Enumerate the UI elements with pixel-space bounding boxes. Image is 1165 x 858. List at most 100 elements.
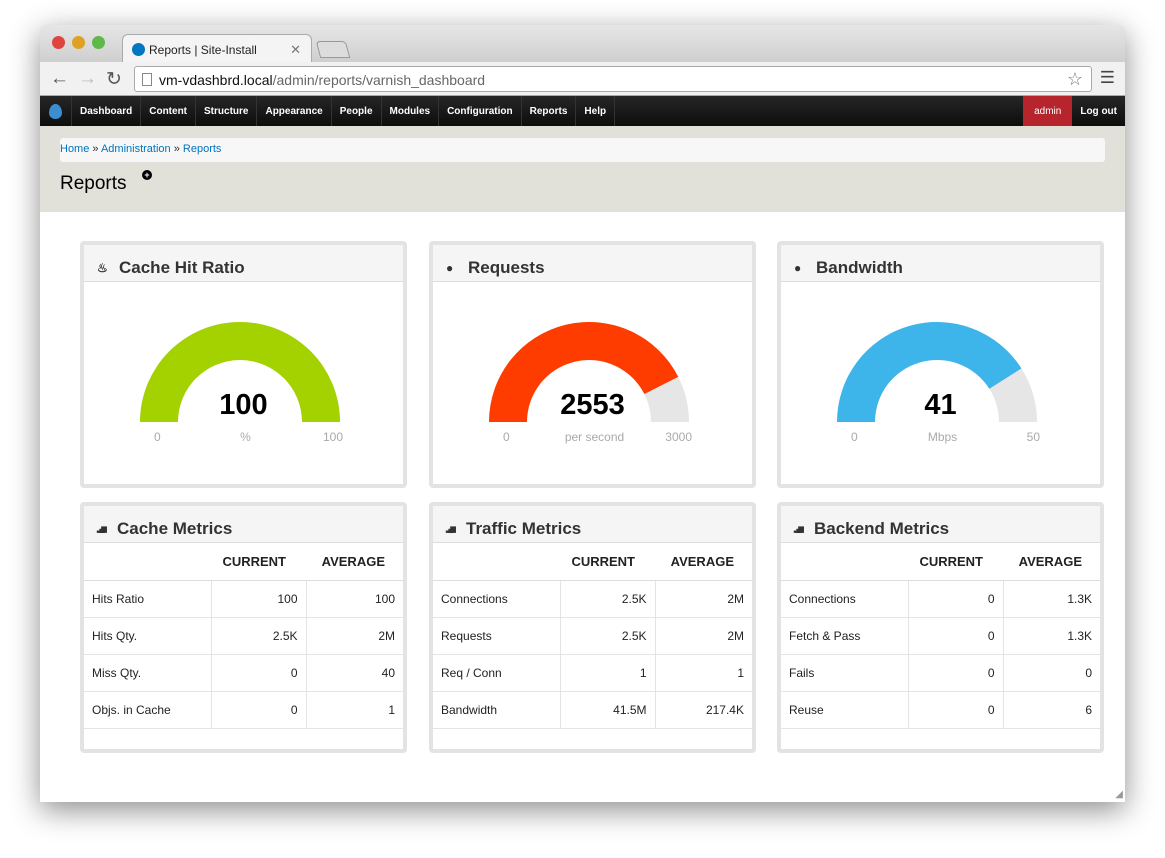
page-header: Home » Administration » Reports Reports … [40,126,1125,212]
metric-average: 217.4K [655,691,752,729]
admin-menu-appearance[interactable]: Appearance [257,96,332,126]
admin-menu-reports[interactable]: Reports [522,96,577,126]
breadcrumb-home[interactable]: Home [60,143,90,155]
metric-label: Hits Ratio [84,580,212,618]
admin-menu-content[interactable]: Content [141,96,197,126]
metric-label: Req / Conn [433,654,561,692]
table-row: Fails 0 0 [781,654,1100,692]
browser-tab[interactable]: Reports | Site-Install ✕ [122,34,312,62]
drupal-logo-icon[interactable] [40,96,72,126]
gauge-min: 0 [154,430,161,444]
column-header-current: CURRENT [908,543,1003,581]
minimize-window-button[interactable] [72,36,85,49]
metric-current: 0 [211,691,307,729]
table-row: Hits Ratio 100 100 [84,580,403,618]
panel-header: ● Requests [433,245,752,282]
column-header-current: CURRENT [560,543,655,581]
new-tab-button[interactable] [315,41,351,58]
admin-menu-modules[interactable]: Modules [382,96,440,126]
menu-icon[interactable]: ☰ [1099,68,1115,87]
gauge-min: 0 [503,430,510,444]
column-header-current: CURRENT [211,543,306,581]
gauge-max: 50 [1026,430,1040,444]
metrics-panel-2: ▂▄▆ Backend Metrics CURRENT AVERAGE Connect… [777,502,1104,753]
metrics-panel-0: ▂▄▆ Cache Metrics CURRENT AVERAGE Hits Rati… [80,502,407,753]
gauge-panel-1: ● Requests 2553 0 per second 3000 [429,241,756,488]
metrics-table: CURRENT AVERAGE Connections 2.5K 2M Requests 2… [433,543,752,729]
forward-icon[interactable]: → [78,68,97,89]
breadcrumb-administration[interactable]: Administration [100,143,171,155]
browser-window: Reports | Site-Install ✕ ← → ↻ vm-vdashb… [40,25,1125,802]
panel-header: ● Bandwidth [781,245,1100,282]
address-bar[interactable]: vm-vdashbrd.local/admin/reports/varnish_… [134,66,1092,92]
metric-label: Objs. in Cache [84,691,212,729]
table-row: Reuse 0 6 [781,691,1100,729]
add-shortcut-icon[interactable]: + [142,170,152,180]
metric-average: 100 [306,580,403,618]
page-icon [142,73,152,86]
metric-current: 41.5M [560,691,656,729]
gauge-fill [489,322,679,422]
metric-current: 0 [908,654,1004,692]
admin-menu-help[interactable]: Help [576,96,616,126]
metrics-table: CURRENT AVERAGE Hits Ratio 100 100 Hits Qty. 2… [84,543,403,729]
bookmark-star-icon[interactable]: ☆ [1066,69,1083,89]
admin-menu-people[interactable]: People [332,96,382,126]
breadcrumb-reports[interactable]: Reports [182,143,222,155]
signal-bars-icon: ▂▄▆ [446,525,456,533]
admin-menu-configuration[interactable]: Configuration [439,96,522,126]
table-row: Objs. in Cache 0 1 [84,691,403,729]
resize-grip-icon[interactable]: ◢ [1115,789,1123,800]
metric-current: 1 [560,654,656,692]
table-row: Bandwidth 41.5M 217.4K [433,691,752,729]
maximize-window-button[interactable] [92,36,105,49]
table-row: Req / Conn 1 1 [433,654,752,692]
gauge-value: 2553 [560,389,625,421]
panel-title: Backend Metrics [814,518,950,538]
table-row: Hits Qty. 2.5K 2M [84,617,403,655]
gauge-max: 100 [322,430,343,444]
gauge-panel-2: ● Bandwidth 41 0 Mbps 50 [777,241,1104,488]
gauge-fill [140,322,340,422]
metric-label: Fails [781,654,909,692]
metrics-table: CURRENT AVERAGE Connections 0 1.3K Fetch & Pa… [781,543,1100,729]
close-tab-icon[interactable]: ✕ [290,42,301,57]
gauge-value: 41 [924,389,957,421]
drupal-favicon-icon [132,43,145,56]
back-icon[interactable]: ← [50,68,69,89]
table-row: Miss Qty. 0 40 [84,654,403,692]
admin-menu-structure[interactable]: Structure [196,96,258,126]
fire-icon: ♨ [97,260,108,275]
metric-current: 2.5K [560,580,656,618]
metric-average: 1.3K [1003,580,1100,618]
reload-icon[interactable]: ↻ [106,69,122,90]
column-header-average: AVERAGE [655,543,752,581]
panel-header: ▂▄▆ Backend Metrics [781,506,1100,543]
metric-current: 2.5K [211,617,307,655]
metric-average: 2M [306,617,403,655]
close-window-button[interactable] [52,36,65,49]
url-path: /admin/reports/varnish_dashboard [272,72,486,88]
metric-current: 0 [211,654,307,692]
metric-average: 2M [655,580,752,618]
page-title: Reports [60,173,127,194]
logout-link[interactable]: Log out [1080,106,1117,117]
metrics-panel-1: ▂▄▆ Traffic Metrics CURRENT AVERAGE Connect… [429,502,756,753]
column-header-average: AVERAGE [1003,543,1100,581]
gauge-unit: Mbps [927,430,958,444]
metric-label: Miss Qty. [84,654,212,692]
metric-average: 2M [655,617,752,655]
metric-average: 1 [655,654,752,692]
column-header-average: AVERAGE [306,543,403,581]
gauge-unit: % [240,430,251,444]
metric-label: Hits Qty. [84,617,212,655]
tab-title: Reports | Site-Install [149,43,257,57]
url-host: vm-vdashbrd.local [159,72,273,88]
metric-label: Bandwidth [433,691,561,729]
metric-average: 1 [306,691,403,729]
admin-menu-dashboard[interactable]: Dashboard [72,96,142,126]
panel-header: ♨ Cache Hit Ratio [84,245,403,282]
metric-label: Connections [433,580,561,618]
user-link[interactable]: admin [1023,96,1073,126]
metric-average: 40 [306,654,403,692]
